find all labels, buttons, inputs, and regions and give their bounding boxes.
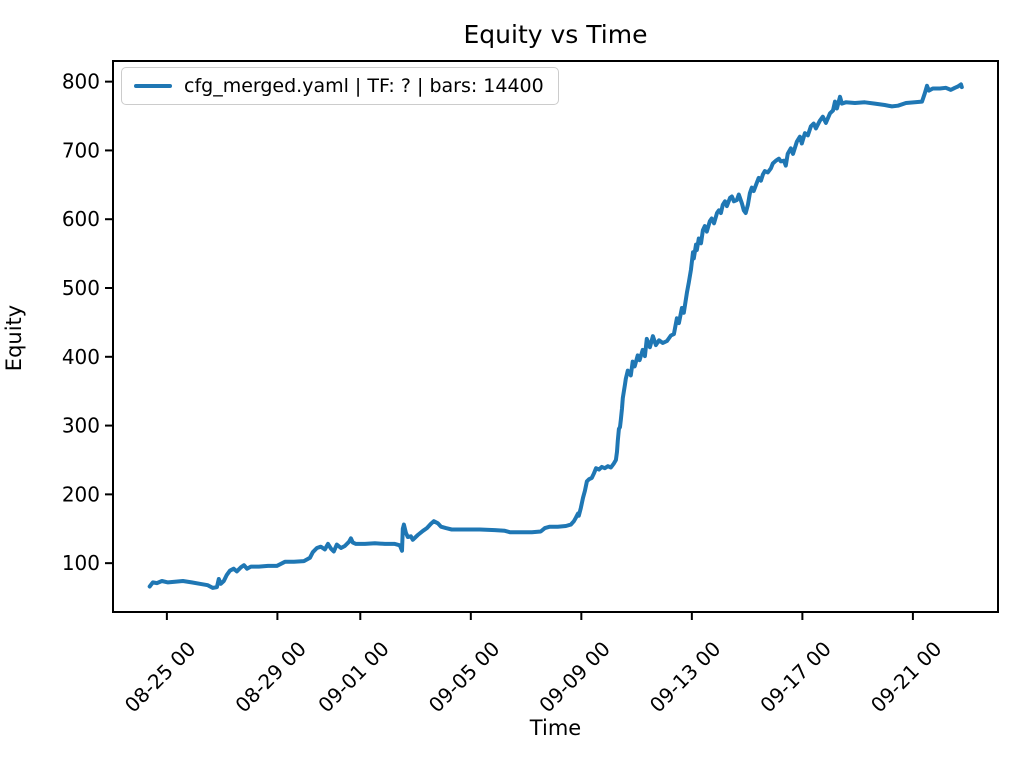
x-tick-label: 09-09 00 <box>534 637 615 718</box>
x-tick-label: 09-13 00 <box>645 637 726 718</box>
legend-label: cfg_merged.yaml | TF: ? | bars: 14400 <box>184 75 544 97</box>
x-axis-label: Time <box>529 716 582 740</box>
plot-frame <box>112 60 999 613</box>
y-tick-label: 200 <box>62 482 100 506</box>
y-tick-label: 600 <box>62 207 100 231</box>
x-tick-label: 09-21 00 <box>866 637 947 718</box>
legend: cfg_merged.yaml | TF: ? | bars: 14400 <box>121 67 559 105</box>
x-tick-label: 09-01 00 <box>313 637 394 718</box>
x-tick-label: 09-17 00 <box>755 637 836 718</box>
equity-line <box>147 82 964 590</box>
chart-title: Equity vs Time <box>463 20 648 49</box>
y-tick-label: 400 <box>62 345 100 369</box>
y-axis-label: Equity <box>2 304 26 372</box>
legend-line-swatch <box>134 84 172 88</box>
x-tick-label: 08-29 00 <box>230 637 311 718</box>
x-tick-label: 08-25 00 <box>120 637 201 718</box>
y-tick-label: 800 <box>62 70 100 94</box>
y-tick-label: 300 <box>62 414 100 438</box>
y-tick-label: 500 <box>62 276 100 300</box>
y-tick-label: 100 <box>62 551 100 575</box>
x-tick-label: 09-05 00 <box>424 637 505 718</box>
y-tick-label: 700 <box>62 138 100 162</box>
